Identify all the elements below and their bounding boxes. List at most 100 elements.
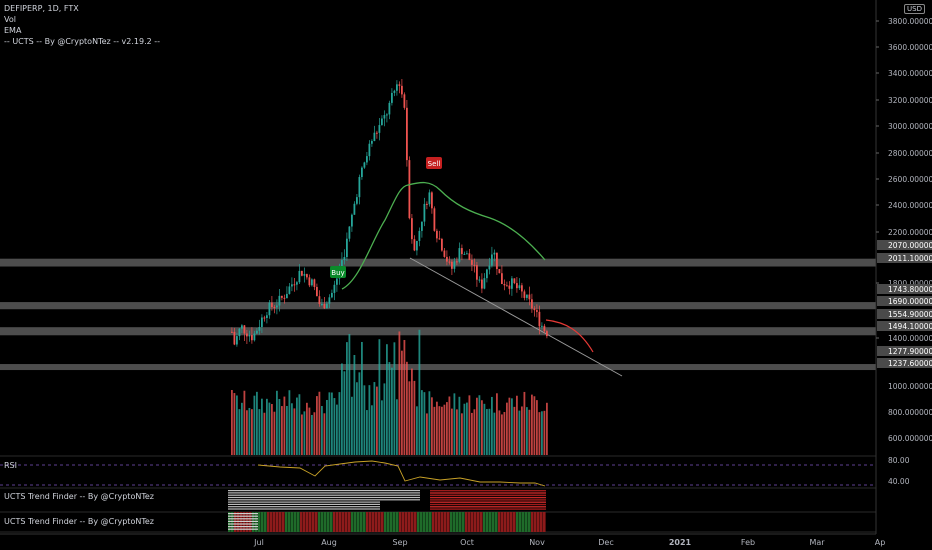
candle-body	[463, 253, 466, 255]
volume-bar	[508, 397, 511, 455]
candle-body	[443, 250, 446, 257]
candle-body	[536, 310, 538, 312]
trend-cell	[444, 512, 447, 532]
volume-tick-label: 800.00000000	[888, 408, 932, 417]
candle-body	[238, 328, 241, 337]
trend-cell	[345, 512, 348, 532]
volume-bar	[411, 368, 413, 455]
volume-bar	[326, 399, 328, 455]
trend-finder-title-1: UCTS Trend Finder -- By @CryptoNTez	[4, 492, 154, 501]
volume-bar	[291, 403, 293, 455]
candle-body	[293, 284, 296, 286]
trend-cell	[300, 512, 303, 532]
candle-body	[288, 286, 291, 294]
candle-body	[521, 285, 523, 292]
level-label-box	[877, 240, 932, 250]
candle-body	[321, 303, 323, 305]
trend-cell	[408, 512, 411, 532]
candle-body	[471, 260, 473, 265]
volume-bar	[281, 406, 283, 455]
trend-bar-red	[430, 499, 546, 501]
candle-body	[413, 239, 416, 251]
volume-bar	[361, 341, 363, 455]
volume-bar	[278, 398, 281, 455]
volume-bar	[426, 413, 428, 455]
volume-bar	[518, 410, 521, 455]
trend-cell	[294, 512, 297, 532]
volume-bar	[391, 367, 393, 455]
candle-body	[538, 311, 541, 327]
level-label: 2070.00000000	[888, 241, 932, 250]
sr-zone	[0, 258, 876, 267]
candle-body	[481, 279, 483, 289]
candle-body	[266, 315, 268, 318]
candle-body	[341, 260, 343, 270]
trend-bar-grey	[228, 518, 258, 520]
candle-body	[533, 308, 536, 311]
signal-box	[426, 157, 442, 169]
trend-cell	[387, 512, 390, 532]
candle-body	[273, 307, 276, 309]
trend-cell	[507, 512, 510, 532]
rsi-tick-label: 80.00	[888, 456, 910, 465]
volume-bar	[398, 331, 401, 455]
trend-cell	[534, 512, 537, 532]
volume-bar	[541, 411, 543, 455]
volume-bar	[393, 342, 396, 455]
volume-bar	[468, 395, 471, 455]
volume-bar	[496, 393, 498, 455]
candle-body	[543, 325, 546, 332]
trend-bar-grey	[228, 490, 420, 492]
trend-cell	[297, 512, 300, 532]
price-tick-label: 2200.00000000	[888, 228, 932, 237]
candle-body	[241, 325, 243, 329]
candle-body	[473, 264, 476, 266]
candle-body	[453, 261, 456, 269]
trendline	[409, 257, 623, 377]
trend-cell	[441, 512, 444, 532]
volume-bar	[261, 398, 263, 455]
symbol-title: DEFIPERP, 1D, FTX	[4, 4, 79, 13]
candle-body	[423, 203, 426, 222]
volume-bar	[416, 406, 418, 455]
signal-buy: Buy	[330, 266, 346, 278]
currency-badge[interactable]: USD	[904, 4, 925, 14]
level-label-box	[877, 358, 932, 368]
volume-bar	[318, 391, 321, 455]
price-tick-label: 3000.00000000	[888, 122, 932, 131]
candle-body	[301, 270, 303, 276]
trend-cell	[330, 512, 333, 532]
volume-bar	[481, 400, 483, 455]
volume-bar	[473, 409, 476, 455]
candle-body	[426, 203, 428, 205]
time-tick-label: Nov	[529, 538, 545, 547]
volume-bar	[466, 402, 468, 455]
trend-cell	[378, 512, 381, 532]
trend-cell	[336, 512, 339, 532]
trend-cell	[405, 512, 408, 532]
volume-bar	[533, 396, 536, 455]
volume-bar	[461, 413, 463, 455]
candle-body	[351, 214, 353, 227]
trend-cell	[390, 512, 393, 532]
time-tick-label: Sep	[392, 538, 407, 547]
time-tick-label: Ap	[875, 538, 886, 547]
volume-bar	[443, 404, 446, 455]
volume-bar	[386, 344, 388, 455]
trend-cell	[513, 512, 516, 532]
volume-bar	[528, 409, 531, 455]
volume-bar	[498, 410, 501, 455]
volume-bar	[231, 390, 233, 455]
volume-bar	[303, 411, 306, 455]
trend-cell	[435, 512, 438, 532]
candle-body	[406, 107, 408, 161]
trend-cell	[540, 512, 543, 532]
candle-body	[246, 333, 248, 337]
volume-bar	[343, 371, 346, 455]
trend-cell	[276, 512, 279, 532]
volume-bars	[231, 329, 548, 455]
volume-bar	[516, 395, 518, 455]
candle-body	[371, 141, 373, 144]
trade-signals: Buy Sell	[330, 157, 442, 278]
